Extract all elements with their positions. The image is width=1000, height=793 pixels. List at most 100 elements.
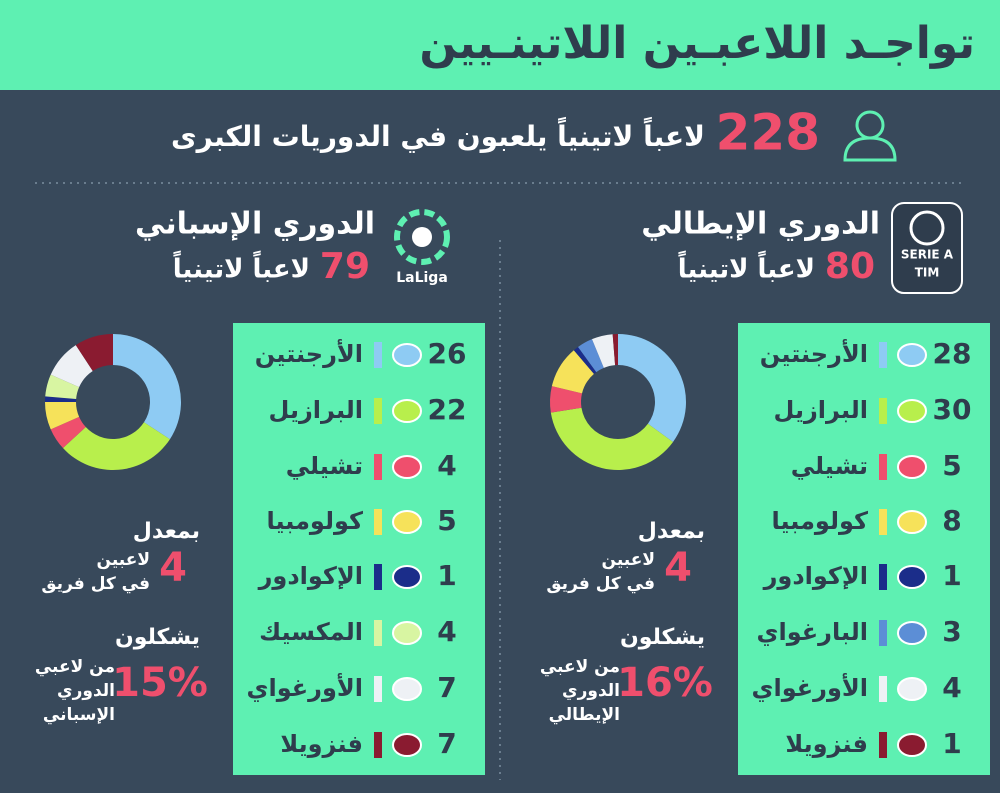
country-table: [738, 323, 990, 775]
donut-segment: [62, 422, 170, 471]
country-name: فنزويلا: [280, 730, 363, 758]
country-count: 22: [428, 393, 467, 426]
flag: [392, 565, 422, 589]
country-count: 7: [437, 727, 456, 760]
share-value: 15%: [112, 660, 208, 706]
logo-text: SERIE A: [901, 248, 954, 262]
title: تواجـد اللاعبـين اللاتينـيين: [419, 18, 975, 69]
title-bar: [0, 0, 1000, 90]
country-count: 8: [942, 504, 961, 537]
share-label: يشكلون: [620, 625, 705, 650]
avg-suffix: في كل فريق: [546, 574, 655, 594]
donut-segment: [550, 386, 583, 413]
donut-segment: [113, 334, 182, 440]
country-name: كولومبيا: [771, 507, 868, 535]
donut-segment: [591, 334, 616, 368]
donut-segment: [50, 416, 86, 449]
share-text: الدوري: [562, 681, 620, 701]
donut-segment: [573, 346, 597, 374]
flag: [392, 455, 422, 479]
flag: [897, 399, 927, 423]
avg-value: 4: [159, 545, 187, 591]
legend-swatch: [374, 564, 382, 590]
country-name: البرازيل: [269, 396, 363, 424]
flag: [392, 399, 422, 423]
donut-segment: [50, 345, 93, 388]
donut-segment: [45, 374, 80, 399]
legend-swatch: [879, 509, 887, 535]
country-count: 1: [942, 727, 961, 760]
country-count: 1: [942, 559, 961, 592]
flag: [897, 455, 927, 479]
avg-label: بمعدل: [133, 519, 200, 544]
country-count: 3: [942, 615, 961, 648]
share-label: يشكلون: [115, 625, 200, 650]
country-name: الأرجنتين: [255, 339, 363, 368]
country-name: تشيلي: [791, 452, 868, 480]
person-icon: [843, 110, 897, 162]
legend-swatch: [879, 398, 887, 424]
total-text: لاعباً لاتينياً يلعبون في الدوريات الكبر…: [171, 116, 705, 153]
flag: [392, 343, 422, 367]
country-count: 4: [437, 449, 456, 482]
legend-swatch: [374, 342, 382, 368]
country-count: 1: [437, 559, 456, 592]
flag: [897, 565, 927, 589]
league-name: الدوري الإسباني: [135, 207, 375, 242]
legend-swatch: [374, 454, 382, 480]
league-name: الدوري الإيطالي: [641, 207, 880, 242]
flag: [897, 733, 927, 757]
donut-segment: [551, 350, 594, 394]
country-count: 30: [933, 393, 972, 426]
flag: [392, 621, 422, 645]
country-name: الإكوادور: [763, 562, 868, 590]
donut-segment: [578, 339, 604, 373]
country-name: تشيلي: [286, 452, 363, 480]
country-name: الإكوادور: [258, 562, 363, 590]
country-count: 28: [933, 337, 972, 370]
legend-swatch: [879, 732, 887, 758]
country-count: 26: [428, 337, 467, 370]
seriea-logo: SERIE A TIM: [891, 202, 963, 294]
share-text: الإيطالي: [549, 705, 620, 725]
country-name: المكسيك: [259, 618, 363, 646]
league-count-text: لاعباً لاتينياً: [173, 250, 310, 285]
country-name: الأورغواي: [752, 673, 869, 702]
league-count: 80: [825, 246, 875, 287]
flag: [897, 343, 927, 367]
legend-swatch: [879, 620, 887, 646]
flag: [392, 510, 422, 534]
share-text: من لاعبي: [540, 657, 620, 677]
legend-swatch: [879, 564, 887, 590]
country-table: [233, 323, 485, 775]
country-count: 5: [437, 504, 456, 537]
legend-swatch: [879, 676, 887, 702]
avg-label: بمعدل: [638, 519, 705, 544]
country-count: 4: [437, 615, 456, 648]
legend-swatch: [374, 398, 382, 424]
flag: [897, 510, 927, 534]
flag: [897, 677, 927, 701]
laliga-logo: LaLiga: [394, 209, 450, 286]
flag: [897, 621, 927, 645]
avg-value: 4: [664, 545, 692, 591]
share-text: الدوري: [57, 681, 115, 701]
donut-segment: [75, 333, 113, 372]
league-count: 79: [320, 246, 370, 287]
flag: [392, 677, 422, 701]
country-count: 7: [437, 671, 456, 704]
country-name: الأرجنتين: [760, 339, 868, 368]
country-count: 4: [942, 671, 961, 704]
share-value: 16%: [617, 660, 713, 706]
country-name: كولومبيا: [266, 507, 363, 535]
avg-suffix: في كل فريق: [41, 574, 150, 594]
share-text: الإسباني: [43, 705, 115, 725]
logo-text: LaLiga: [396, 270, 448, 286]
flag: [392, 733, 422, 757]
share-text: من لاعبي: [35, 657, 115, 677]
country-name: البرازيل: [774, 396, 868, 424]
country-name: فنزويلا: [785, 730, 868, 758]
total-count: 228: [716, 104, 820, 162]
donut-segment: [612, 334, 618, 366]
